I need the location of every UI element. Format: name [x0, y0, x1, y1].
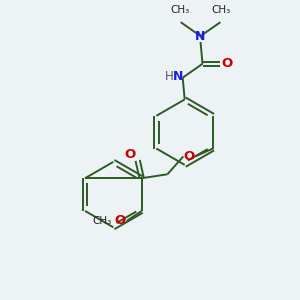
Text: CH₃: CH₃: [212, 5, 231, 15]
Text: H: H: [164, 70, 173, 83]
Text: CH₃: CH₃: [92, 216, 112, 226]
Text: O: O: [222, 57, 233, 70]
Text: O: O: [184, 150, 195, 163]
Text: O: O: [124, 148, 135, 161]
Text: N: N: [172, 70, 183, 83]
Text: O: O: [114, 214, 125, 227]
Text: CH₃: CH₃: [170, 5, 189, 15]
Text: N: N: [195, 30, 206, 43]
